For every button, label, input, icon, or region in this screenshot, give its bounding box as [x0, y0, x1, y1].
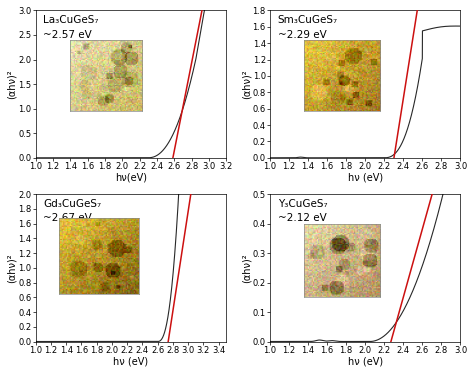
X-axis label: hν (eV): hν (eV) [113, 356, 148, 366]
X-axis label: hν(eV): hν(eV) [115, 172, 147, 182]
Y-axis label: (αhν)²: (αhν)² [241, 69, 251, 99]
Text: Gd₃CuGeS₇: Gd₃CuGeS₇ [43, 198, 101, 209]
Text: ~2.57 eV: ~2.57 eV [43, 29, 92, 40]
Text: ~2.67 eV: ~2.67 eV [43, 213, 92, 223]
Y-axis label: (αhν)²: (αhν)² [7, 69, 17, 99]
Text: ~2.12 eV: ~2.12 eV [278, 213, 326, 223]
X-axis label: hν (eV): hν (eV) [347, 172, 383, 182]
Text: La₃CuGeS₇: La₃CuGeS₇ [43, 15, 99, 25]
Text: ~2.29 eV: ~2.29 eV [278, 29, 326, 40]
Text: Y₃CuGeS₇: Y₃CuGeS₇ [278, 198, 327, 209]
Y-axis label: (αhν)²: (αhν)² [241, 253, 251, 283]
Y-axis label: (αhν)²: (αhν)² [7, 253, 17, 283]
X-axis label: hν (eV): hν (eV) [347, 356, 383, 366]
Text: Sm₃CuGeS₇: Sm₃CuGeS₇ [278, 15, 337, 25]
